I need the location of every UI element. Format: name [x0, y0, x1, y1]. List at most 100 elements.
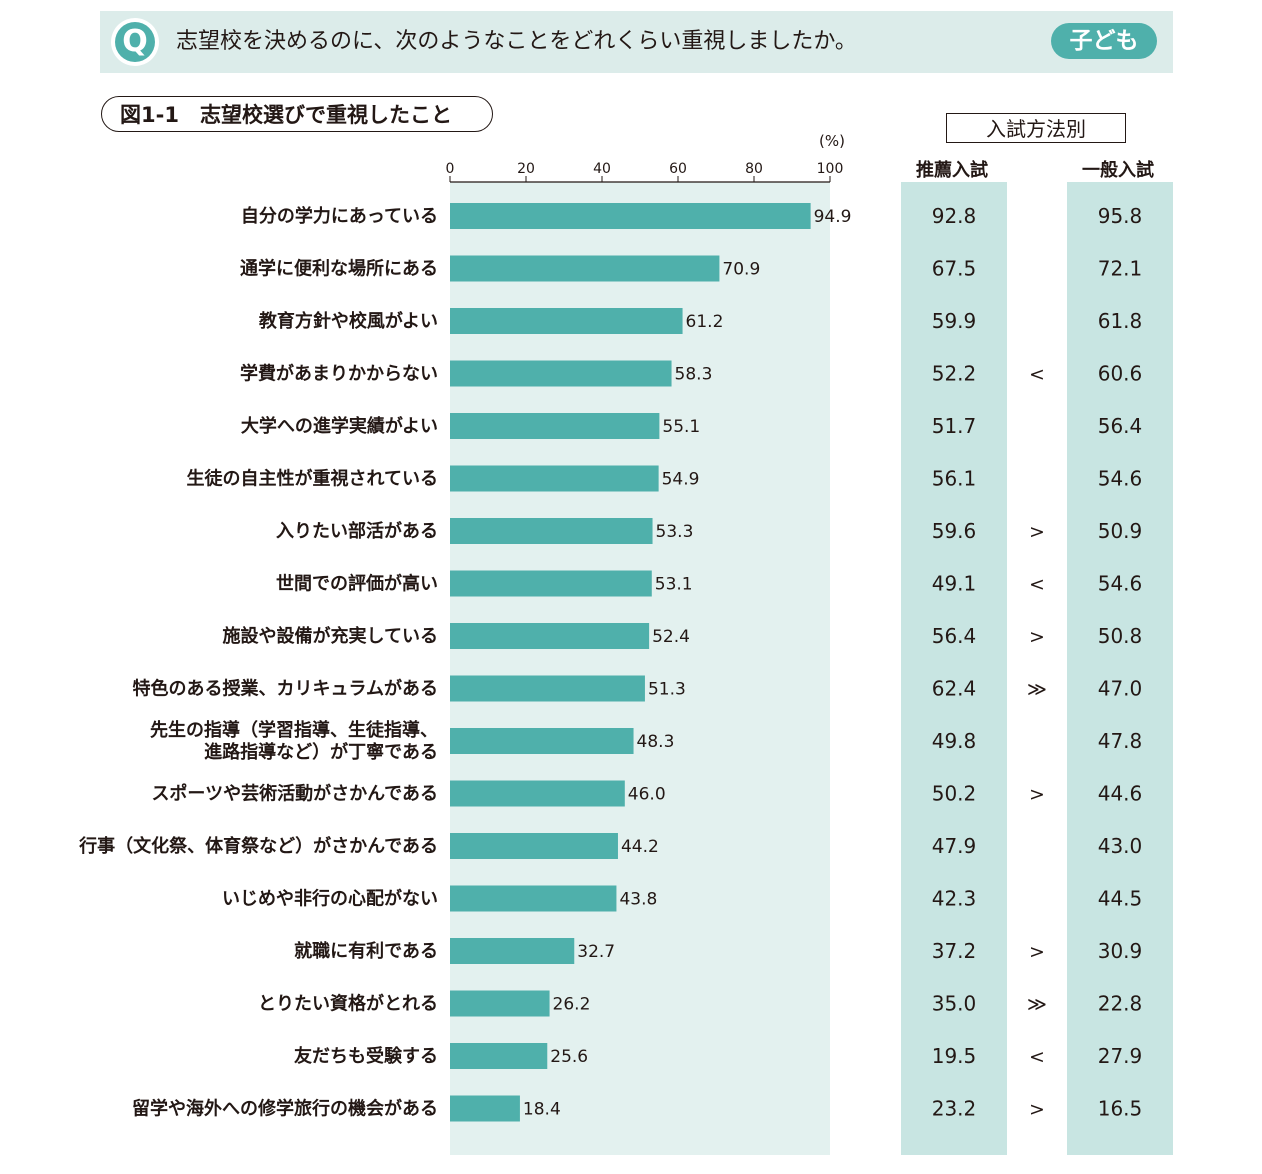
- general-value: 54.6: [1098, 467, 1143, 491]
- bar: [450, 308, 683, 334]
- bar: [450, 255, 720, 282]
- comparison-symbol: <: [1029, 364, 1045, 386]
- recommend-value: 19.5: [932, 1044, 977, 1068]
- bar-value-label: 18.4: [523, 1100, 561, 1120]
- comparison-symbol: ≫: [1027, 679, 1047, 701]
- recommend-value: 59.9: [932, 309, 977, 333]
- bar: [450, 780, 625, 807]
- category-label: いじめや非行の心配がない: [222, 888, 438, 910]
- bar: [450, 728, 634, 754]
- category-label: 留学や海外への修学旅行の機会がある: [132, 1098, 438, 1120]
- category-label: 友だちも受験する: [294, 1045, 438, 1067]
- bar: [450, 623, 650, 649]
- bar: [450, 413, 660, 439]
- bar: [450, 833, 618, 859]
- category-label: 通学に便利な場所にある: [240, 258, 438, 280]
- comparison-symbol: >: [1029, 626, 1045, 648]
- category-label: 生徒の自主性が重視されている: [187, 468, 438, 490]
- general-value: 43.0: [1098, 834, 1143, 858]
- category-label: 先生の指導（学習指導、生徒指導、: [150, 719, 438, 741]
- q-icon: Q: [111, 18, 159, 66]
- recommend-column-header: 推薦入試: [916, 160, 988, 181]
- bar-value-label: 94.9: [814, 207, 852, 227]
- general-value: 22.8: [1098, 992, 1143, 1016]
- bar: [450, 675, 645, 702]
- recommend-column-bg: [901, 182, 1007, 1155]
- recommend-value: 42.3: [932, 887, 977, 911]
- bar-value-label: 70.9: [722, 260, 760, 280]
- recommend-value: 49.1: [932, 572, 977, 596]
- recommend-value: 50.2: [932, 782, 977, 806]
- bar: [450, 203, 811, 229]
- q-mark: Q: [115, 22, 155, 62]
- general-value: 27.9: [1098, 1044, 1143, 1068]
- category-label: 大学への進学実績がよい: [241, 415, 438, 437]
- bar-value-label: 44.2: [621, 837, 659, 857]
- comparison-symbol: >: [1029, 1099, 1045, 1121]
- comparison-symbol: >: [1029, 521, 1045, 543]
- recommend-value: 56.1: [932, 467, 977, 491]
- general-value: 54.6: [1098, 572, 1143, 596]
- category-label: とりたい資格がとれる: [258, 993, 438, 1015]
- bar-value-label: 53.1: [655, 575, 693, 595]
- x-tick-label: 80: [745, 161, 763, 177]
- bar-value-label: 25.6: [550, 1047, 588, 1067]
- bar: [450, 1095, 520, 1122]
- bar-value-label: 32.7: [577, 942, 615, 962]
- category-label: 世間での評価が高い: [276, 573, 438, 595]
- bar-value-label: 54.9: [662, 470, 700, 490]
- category-label: 学費があまりかからない: [240, 363, 438, 385]
- method-label: 入試方法別: [946, 113, 1126, 143]
- recommend-value: 37.2: [932, 939, 977, 963]
- category-label: 入りたい部活がある: [276, 520, 438, 542]
- recommend-value: 56.4: [932, 624, 977, 648]
- recommend-value: 62.4: [932, 677, 977, 701]
- bar-value-label: 51.3: [648, 680, 686, 700]
- question-header: Q 志望校を決めるのに、次のようなことをどれくらい重視しましたか。 子ども: [100, 11, 1173, 73]
- bar: [450, 990, 550, 1017]
- general-value: 50.8: [1098, 624, 1143, 648]
- category-label: 行事（文化祭、体育祭など）がさかんである: [78, 835, 438, 857]
- bar: [450, 570, 652, 597]
- recommend-value: 51.7: [932, 414, 977, 438]
- child-badge: 子ども: [1051, 23, 1157, 59]
- bar: [450, 465, 659, 492]
- bar: [450, 360, 672, 387]
- x-tick-label: 40: [593, 161, 611, 177]
- x-tick-label: 60: [669, 161, 687, 177]
- recommend-value: 35.0: [932, 992, 977, 1016]
- comparison-symbol: ≫: [1027, 994, 1047, 1016]
- comparison-symbol: >: [1029, 784, 1045, 806]
- general-value: 50.9: [1098, 519, 1143, 543]
- category-label: 就職に有利である: [294, 940, 438, 962]
- bar: [450, 885, 617, 912]
- general-value: 60.6: [1098, 362, 1143, 386]
- category-label: 進路指導など）が丁寧である: [204, 741, 438, 763]
- general-value: 16.5: [1098, 1097, 1143, 1121]
- recommend-value: 23.2: [932, 1097, 977, 1121]
- general-value: 47.0: [1098, 677, 1143, 701]
- category-label: 自分の学力にあっている: [241, 205, 438, 227]
- bar-value-label: 55.1: [662, 417, 700, 437]
- general-value: 44.5: [1098, 887, 1143, 911]
- bar-value-label: 26.2: [553, 995, 591, 1015]
- general-value: 95.8: [1098, 204, 1143, 228]
- bar-value-label: 48.3: [637, 732, 675, 752]
- bar-value-label: 53.3: [656, 522, 694, 542]
- bar-value-label: 58.3: [675, 365, 713, 385]
- category-label: 教育方針や校風がよい: [259, 310, 438, 332]
- recommend-value: 67.5: [932, 257, 977, 281]
- recommend-value: 49.8: [932, 729, 977, 753]
- x-tick-label: 0: [446, 161, 455, 177]
- x-tick-label: 100: [817, 161, 844, 177]
- category-label: スポーツや芸術活動がさかんである: [151, 783, 438, 805]
- general-value: 44.6: [1098, 782, 1143, 806]
- general-value: 72.1: [1098, 257, 1143, 281]
- question-text: 志望校を決めるのに、次のようなことをどれくらい重視しましたか。: [176, 29, 857, 54]
- bar: [450, 938, 575, 964]
- recommend-value: 52.2: [932, 362, 977, 386]
- bar-value-label: 61.2: [686, 312, 724, 332]
- bar-value-label: 43.8: [619, 890, 657, 910]
- bar-value-label: 46.0: [628, 785, 666, 805]
